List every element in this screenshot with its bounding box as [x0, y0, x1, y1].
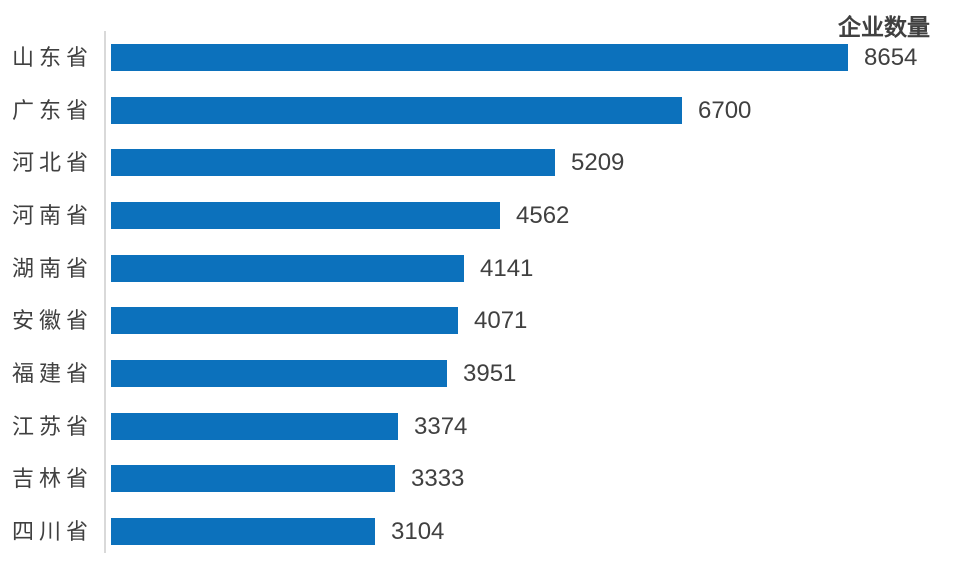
category-label: 四川省	[12, 519, 94, 544]
category-label: 河南省	[12, 203, 94, 228]
bar-row: 河北省 5209	[0, 149, 959, 176]
category-label: 河北省	[12, 150, 94, 175]
bar	[111, 149, 555, 176]
bar	[111, 413, 398, 440]
category-label: 广东省	[12, 98, 94, 123]
category-label: 山东省	[12, 45, 94, 70]
bar	[111, 255, 464, 282]
bar-row: 湖南省 4141	[0, 255, 959, 282]
bar-row: 广东省 6700	[0, 97, 959, 124]
value-label: 8654	[864, 44, 918, 71]
category-label: 江苏省	[12, 414, 94, 439]
bar-row: 吉林省 3333	[0, 465, 959, 492]
value-label: 3104	[391, 518, 445, 545]
value-label: 4141	[480, 255, 534, 282]
bar	[111, 202, 500, 229]
bar-row: 安徽省 4071	[0, 307, 959, 334]
chart-title: 企业数量	[838, 14, 930, 40]
category-axis-line	[104, 31, 106, 553]
bar-row: 山东省 8654	[0, 44, 959, 71]
bar	[111, 518, 375, 545]
bar-row: 四川省 3104	[0, 518, 959, 545]
value-label: 4562	[516, 202, 570, 229]
bar-row: 福建省 3951	[0, 360, 959, 387]
bar-row: 江苏省 3374	[0, 413, 959, 440]
category-label: 湖南省	[12, 256, 94, 281]
bar	[111, 44, 848, 71]
value-label: 3333	[411, 465, 465, 492]
category-label: 安徽省	[12, 308, 94, 333]
category-label: 福建省	[12, 361, 94, 386]
bar	[111, 360, 447, 387]
bar-row: 河南省 4562	[0, 202, 959, 229]
bar	[111, 307, 458, 334]
value-label: 3951	[463, 360, 517, 387]
value-label: 4071	[474, 307, 528, 334]
value-label: 3374	[414, 413, 468, 440]
value-label: 5209	[571, 149, 625, 176]
category-label: 吉林省	[12, 466, 94, 491]
bar	[111, 97, 682, 124]
bar	[111, 465, 395, 492]
value-label: 6700	[698, 97, 752, 124]
